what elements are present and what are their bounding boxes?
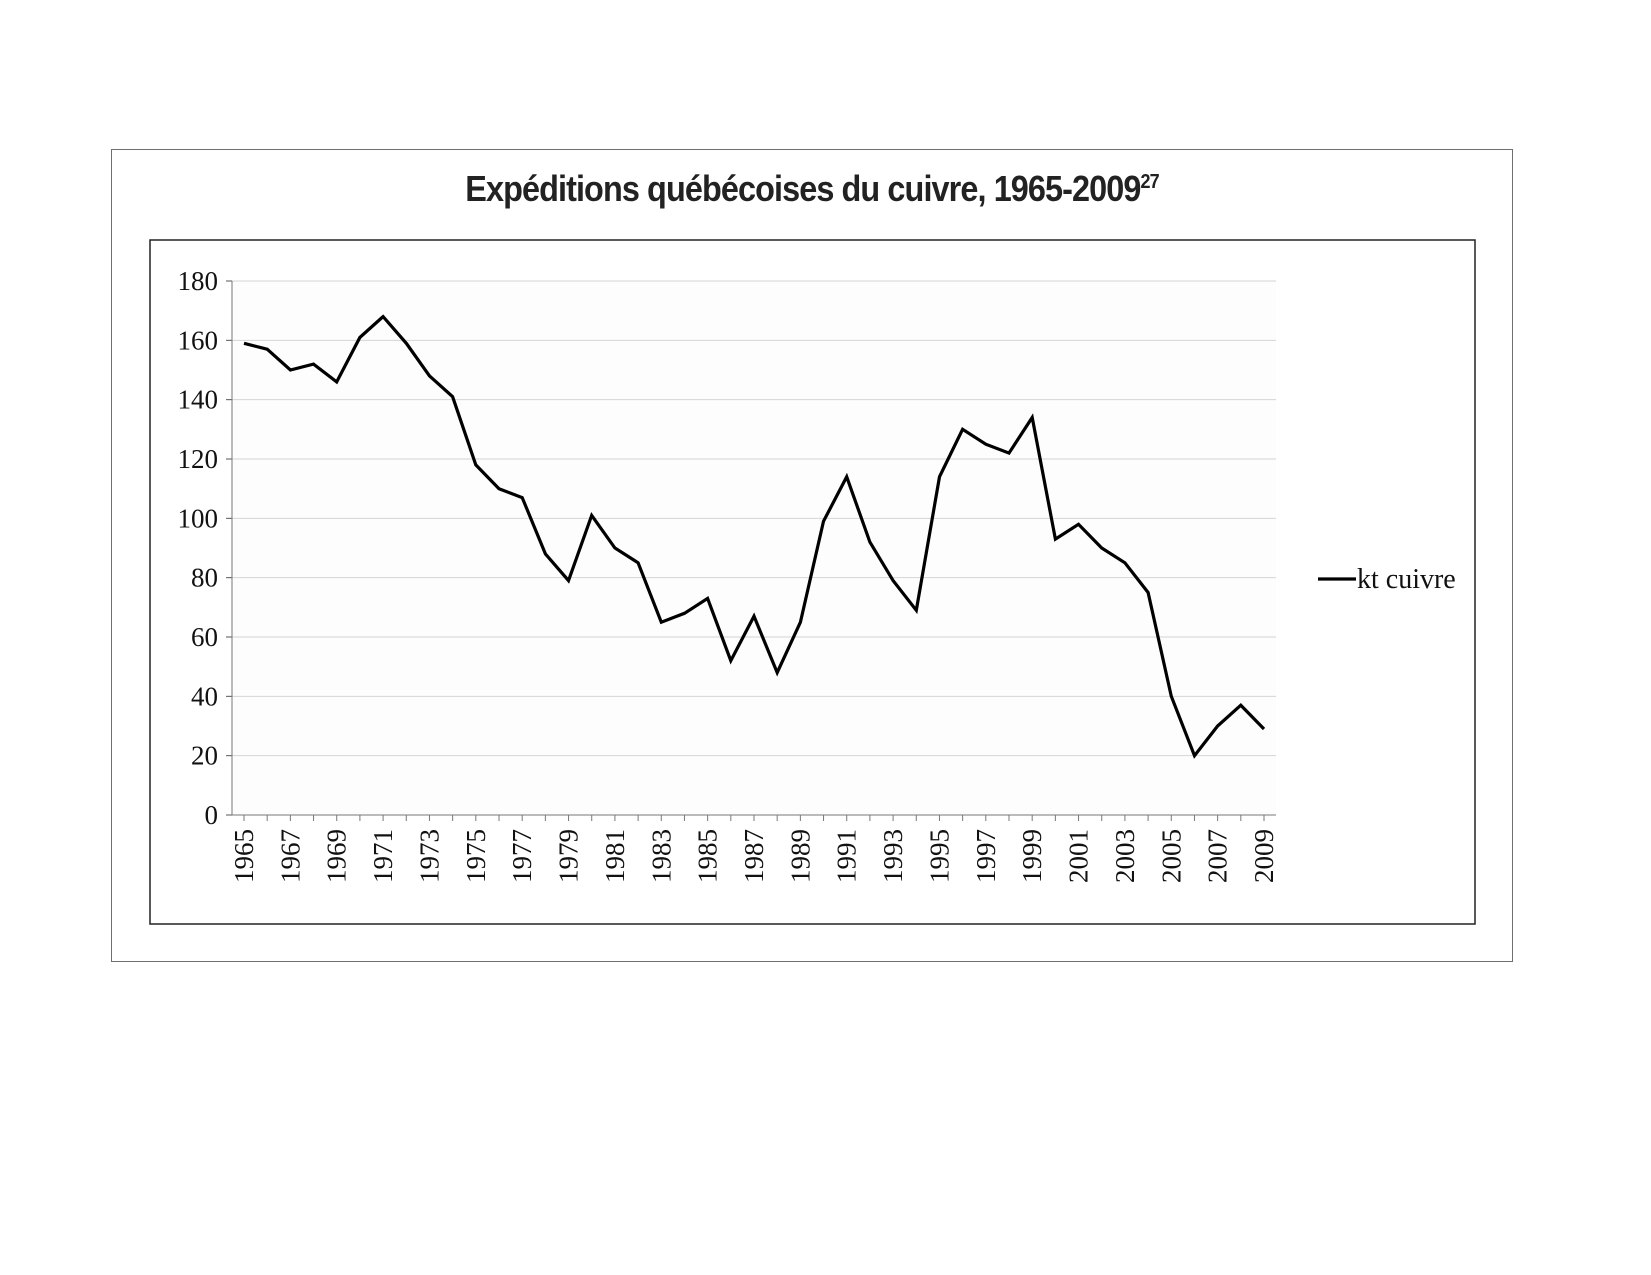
x-tick-label: 2001 [1064,829,1094,883]
x-tick-label: 2007 [1203,829,1233,883]
x-tick-label: 1995 [924,829,954,883]
x-tick-label: 1989 [785,829,815,883]
x-tick-label: 1987 [739,829,769,883]
chart-title: Expéditions québécoises du cuivre, 1965-… [181,168,1443,210]
chart-title-text: Expéditions québécoises du cuivre, 1965-… [465,168,1141,209]
y-tick-label: 20 [191,741,218,771]
gridlines [232,280,1276,757]
x-tick-label: 1997 [971,829,1001,883]
x-tick-label: 1969 [322,829,352,883]
x-tick-label: 1973 [414,829,444,883]
x-tick-label: 1975 [461,829,491,883]
x-tick-label: 2009 [1249,829,1279,883]
y-tick-label: 120 [178,444,219,474]
y-axis-tick-labels: 0 20 40 60 80 100 120 140 160 180 [178,266,219,830]
series-line-kt-cuivre [243,314,1266,759]
axes [226,280,1276,821]
y-tick-label: 140 [178,385,219,415]
x-tick-label: 2003 [1110,829,1140,883]
y-tick-label: 80 [191,563,218,593]
y-tick-label: 40 [191,681,218,711]
x-tick-label: 1985 [693,829,723,883]
x-tick-label: 1983 [646,829,676,883]
x-axis-tick-labels: 1965 1967 1969 1971 1973 1975 1977 1979 1981 1983… [229,829,1279,883]
y-tick-label: 180 [178,266,219,296]
plot-area [232,281,1276,815]
x-tick-label: 1967 [275,829,305,883]
y-tick-label: 100 [178,503,219,533]
x-tick-label: 1981 [600,829,630,883]
y-tick-label: 0 [205,800,219,830]
legend: kt cuivre [1318,564,1456,595]
y-tick-label: 60 [191,622,218,652]
series-lines [243,314,1266,759]
y-tick-label: 160 [178,325,219,355]
x-tick-label: 1977 [507,829,537,883]
chart-title-footnote: 27 [1140,171,1160,193]
x-tick-label: 1979 [554,829,584,883]
x-tick-label: 2005 [1156,829,1186,883]
x-tick-label: 1971 [368,829,398,883]
x-tick-label: 1965 [229,829,259,883]
x-tick-label: 1991 [832,829,862,883]
x-tick-label: 1999 [1017,829,1047,883]
legend-label: kt cuivre [1357,564,1456,595]
x-tick-label: 1993 [878,829,908,883]
